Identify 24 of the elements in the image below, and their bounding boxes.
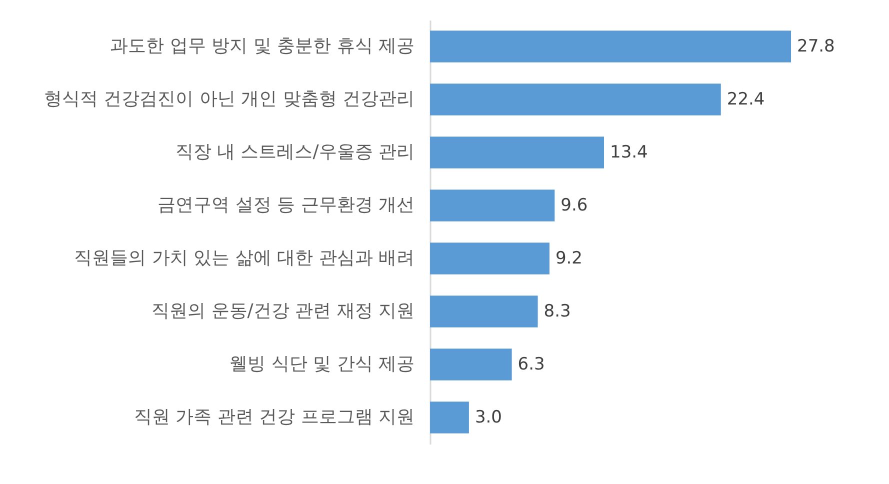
bar [430,84,721,116]
y-tick-label: 직원들의 가치 있는 삶에 대한 관심과 배려 [74,248,414,268]
bar [430,242,550,274]
y-tick-label: 직원 가족 관련 건강 프로그램 지원 [134,406,414,428]
bar [430,296,538,328]
y-tick-label: 직장 내 스트레스/우울증 관리 [175,142,414,162]
y-tick-label: 형식적 건강검진이 아닌 개인 맞춤형 건강관리 [44,88,414,110]
bar [430,30,791,62]
data-label: 3.0 [474,408,502,428]
bar [430,402,469,434]
data-label: 6.3 [518,354,545,374]
y-tick-label: 과도한 업무 방지 및 충분한 휴식 제공 [110,36,414,56]
data-label: 13.4 [610,142,648,162]
bar [430,136,604,168]
data-label: 9.2 [555,248,583,268]
bar [430,348,512,380]
data-label: 9.6 [560,196,588,216]
y-tick-label: 직원의 운동/건강 관련 재정 지원 [152,300,414,322]
y-tick-label: 웰빙 식단 및 간식 제공 [230,354,414,374]
data-label: 22.4 [726,90,765,110]
bar [430,190,555,222]
data-label: 27.8 [797,36,835,56]
y-tick-label: 금연구역 설정 등 근무환경 개선 [158,194,414,216]
data-label: 8.3 [544,302,571,322]
